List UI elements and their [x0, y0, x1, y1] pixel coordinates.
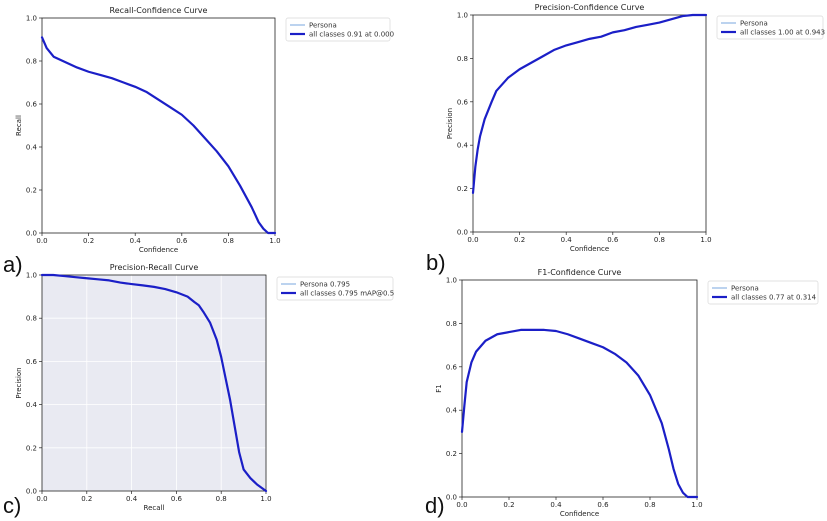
legend-box [707, 280, 819, 305]
x-tick-label: 1.0 [691, 501, 702, 509]
x-tick-label: 0.8 [644, 501, 655, 509]
x-tick-label: 0.6 [597, 501, 609, 509]
chart-panel-2: 0.0 0.2 0.4 0.6 0.8 1.0 0.0 0.2 0.4 0.6 0.8 1.0 Prec… [426, 3, 825, 275]
y-tick-label: 1.0 [457, 12, 468, 20]
plot-frame [41, 17, 276, 234]
series-line-all-classes [40, 36, 277, 235]
y-tick-label: 0.4 [446, 407, 458, 415]
x-tick-label: 1.0 [260, 495, 271, 503]
plot-area [473, 15, 706, 232]
x-tick-label: 0.8 [216, 495, 227, 503]
y-tick-label: 0.4 [26, 401, 38, 409]
y-tick-label: 0.6 [26, 358, 38, 366]
chart-title: Recall-Confidence Curve [110, 6, 208, 15]
y-tick-label: 0.8 [26, 58, 37, 66]
plot-area [42, 275, 266, 491]
x-tick-label: 1.0 [700, 236, 711, 244]
x-tick-label: 0.0 [467, 236, 478, 244]
panel-tag: b) [426, 250, 446, 275]
series-line-all-classes [460, 328, 699, 499]
y-tick-label: 0.2 [26, 444, 37, 452]
plot-frame [461, 279, 698, 498]
chart-panel-3: 0.0 0.2 0.4 0.6 0.8 1.0 0.0 0.2 0.4 0.6 0.8 1.0 Prec… [3, 263, 394, 518]
x-tick-label: 0.4 [561, 236, 573, 244]
x-tick-label: 1.0 [269, 237, 280, 245]
plot-area [462, 280, 697, 497]
legend-label-series-1: Persona [309, 21, 337, 29]
y-axis-label: Recall [15, 115, 23, 136]
legend-label-series-1: Persona 0.795 [300, 280, 350, 288]
legend-box [276, 276, 394, 301]
y-tick-label: 0.2 [446, 450, 457, 458]
x-axis-label: Confidence [139, 246, 178, 254]
y-axis-label: Precision [15, 367, 23, 398]
chart-panel-4: 0.0 0.2 0.4 0.6 0.8 1.0 0.0 0.2 0.4 0.6 0.8 1.0 F1-C… [425, 268, 819, 518]
x-tick-label: 0.0 [36, 495, 47, 503]
chart-title: F1-Confidence Curve [538, 268, 622, 277]
x-tick-label: 0.0 [456, 501, 467, 509]
legend-label-series-2: all classes 0.77 at 0.314 [731, 293, 817, 301]
plot-area [42, 18, 275, 233]
legend-label-series-1: Persona [731, 284, 759, 292]
panel-tag: c) [3, 493, 21, 518]
y-tick-label: 0.8 [446, 320, 457, 328]
legend-box [716, 15, 824, 40]
y-tick-label: 0.0 [26, 230, 37, 238]
x-axis-label: Confidence [570, 245, 609, 253]
y-tick-label: 0.6 [446, 363, 458, 371]
x-tick-label: 0.6 [176, 237, 188, 245]
y-axis-label: Precision [446, 108, 454, 139]
x-tick-label: 0.4 [130, 237, 142, 245]
y-tick-label: 1.0 [446, 277, 457, 285]
x-tick-label: 0.4 [126, 495, 138, 503]
y-tick-label: 1.0 [26, 272, 37, 280]
x-axis-label: Recall [144, 504, 165, 512]
x-tick-label: 0.6 [171, 495, 183, 503]
legend-box [285, 17, 391, 42]
y-tick-label: 0.0 [446, 494, 457, 502]
legend-label-series-2: all classes 0.795 mAP@0.5 [300, 289, 394, 297]
chart-title: Precision-Confidence Curve [535, 3, 645, 12]
y-tick-label: 0.2 [26, 187, 37, 195]
plot-frame [472, 14, 707, 233]
x-tick-label: 0.2 [503, 501, 514, 509]
x-tick-label: 0.2 [81, 495, 92, 503]
x-tick-label: 0.4 [550, 501, 562, 509]
y-tick-label: 0.0 [457, 229, 468, 237]
series-line-all-classes [40, 273, 268, 493]
y-axis-label: F1 [435, 384, 443, 392]
x-tick-label: 0.0 [36, 237, 47, 245]
panel-tag: a) [3, 252, 23, 277]
plot-frame [41, 274, 267, 492]
legend-label-series-1: Persona [740, 19, 768, 27]
y-tick-label: 0.4 [26, 144, 38, 152]
chart-title: Precision-Recall Curve [110, 263, 199, 272]
series-line-all-classes [471, 13, 708, 195]
legend-label-series-2: all classes 0.91 at 0.000 [309, 30, 394, 38]
y-tick-label: 0.6 [457, 98, 469, 106]
x-tick-label: 0.2 [514, 236, 525, 244]
panel-tag: d) [425, 493, 445, 518]
y-tick-label: 0.8 [457, 55, 468, 63]
y-tick-label: 0.2 [457, 185, 468, 193]
legend-label-series-2: all classes 1.00 at 0.943 [740, 28, 825, 36]
x-tick-label: 0.2 [83, 237, 94, 245]
y-tick-label: 0.6 [26, 101, 38, 109]
x-axis-label: Confidence [560, 510, 599, 518]
y-tick-label: 0.8 [26, 315, 37, 323]
y-tick-label: 0.0 [26, 488, 37, 496]
y-tick-label: 1.0 [26, 15, 37, 23]
x-tick-label: 0.8 [654, 236, 665, 244]
x-tick-label: 0.8 [223, 237, 234, 245]
y-tick-label: 0.4 [457, 142, 469, 150]
chart-panel-1: 0.0 0.2 0.4 0.6 0.8 1.0 0.0 0.2 0.4 0.6 0.8 1.0 Reca… [3, 6, 394, 277]
x-tick-label: 0.6 [607, 236, 619, 244]
